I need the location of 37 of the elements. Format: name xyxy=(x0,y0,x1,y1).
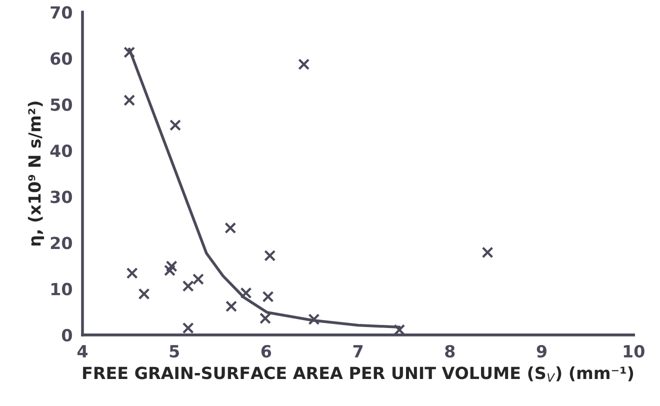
y-tick-label: 50 xyxy=(50,98,72,111)
y-tick-label: 40 xyxy=(50,144,72,158)
point xyxy=(240,287,252,299)
point xyxy=(224,222,236,234)
point xyxy=(308,314,320,326)
point xyxy=(260,312,272,324)
point xyxy=(182,322,194,334)
point xyxy=(226,300,238,312)
point xyxy=(262,290,274,302)
x-tick-label: 8 xyxy=(445,344,455,358)
y-tick-label: 60 xyxy=(50,52,72,65)
point xyxy=(166,260,178,272)
x-tick-label: 5 xyxy=(170,345,179,358)
x-tick-label: 6 xyxy=(261,344,272,358)
x-tick-label: 7 xyxy=(353,345,363,358)
x-tick-label: 9 xyxy=(536,344,546,358)
y-tick-label: 70 xyxy=(50,6,72,19)
point xyxy=(124,94,136,106)
x-tick-label: 4 xyxy=(77,345,88,358)
point xyxy=(298,58,310,70)
y-tick-label: 20 xyxy=(50,236,72,250)
x-axis-title: FREE GRAIN-SURFACE AREA PER UNIT VOLUME (S$_{V}$) (mm⁻¹) xyxy=(83,366,634,382)
point xyxy=(138,288,150,300)
point xyxy=(482,246,494,258)
y-tick-label: 30 xyxy=(50,190,72,204)
point xyxy=(124,46,136,58)
y-tick-label: 0 xyxy=(62,328,72,342)
point xyxy=(126,267,138,279)
point xyxy=(170,119,182,131)
point xyxy=(394,324,406,335)
y-axis-title: η, (x10⁹ N s/m²) xyxy=(28,102,44,246)
x-tick-label: 10 xyxy=(624,344,644,358)
y-tick-label: 10 xyxy=(51,282,72,296)
point xyxy=(164,264,176,276)
point xyxy=(182,280,194,292)
point xyxy=(192,273,204,285)
point xyxy=(264,250,276,262)
